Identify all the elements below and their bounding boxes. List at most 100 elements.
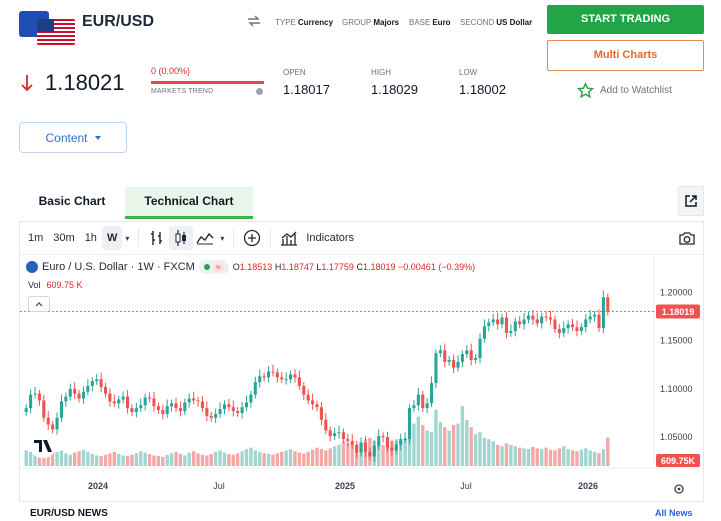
volume-bar xyxy=(81,449,86,466)
candle-body xyxy=(183,402,187,412)
style-caret-icon[interactable]: ▾ xyxy=(220,233,225,243)
candle-body xyxy=(258,376,262,383)
candle-body xyxy=(474,358,478,360)
candle-body xyxy=(249,394,253,403)
candle-body xyxy=(355,444,359,453)
volume-bar xyxy=(280,451,284,466)
settings-gear-icon[interactable] xyxy=(674,484,684,494)
start-trading-button[interactable]: START TRADING xyxy=(547,5,704,34)
market-status-pill[interactable]: ≈ xyxy=(198,260,229,274)
candle-body xyxy=(566,324,570,329)
interval-1m[interactable]: 1m xyxy=(28,232,44,244)
type-meta: TYPE Currency xyxy=(275,18,334,27)
camera-icon[interactable] xyxy=(675,226,699,250)
interval-30m[interactable]: 30m xyxy=(53,232,75,244)
bars-style-icon[interactable] xyxy=(145,226,169,250)
candle-body xyxy=(214,413,218,418)
candle-body xyxy=(333,433,337,437)
volume-bar xyxy=(447,430,451,466)
collapse-legend-button[interactable] xyxy=(28,296,50,312)
last-price-tag xyxy=(656,304,700,319)
candle-body xyxy=(416,394,420,406)
candle-body xyxy=(55,417,59,430)
open-external-button[interactable] xyxy=(678,186,704,216)
candle-body xyxy=(108,393,112,402)
volume-bar xyxy=(227,454,231,466)
indicators-button[interactable]: Indicators xyxy=(306,232,355,244)
volume-bar xyxy=(451,425,456,466)
candle-body xyxy=(412,405,416,409)
interval-caret-icon[interactable]: ▾ xyxy=(125,233,130,243)
volume-bar xyxy=(377,442,381,466)
volume-bar xyxy=(473,434,478,466)
volume-bar xyxy=(350,444,354,466)
candle-body xyxy=(500,317,504,325)
all-news-link[interactable]: All News xyxy=(655,508,693,518)
add-to-watchlist-button[interactable]: Add to Watchlist xyxy=(577,81,672,99)
volume-bar xyxy=(143,452,147,466)
volume-bar xyxy=(557,448,562,466)
interval-w[interactable]: W xyxy=(101,226,123,250)
volume-bar xyxy=(90,454,94,466)
volume-bar xyxy=(588,450,592,466)
candle-body xyxy=(491,319,495,323)
volume-bar xyxy=(548,449,553,466)
candle-body xyxy=(103,386,108,394)
volume-bar xyxy=(469,427,473,466)
candle-body xyxy=(46,417,50,425)
candle-body xyxy=(77,393,81,399)
candle-body xyxy=(482,326,486,339)
candle-body xyxy=(381,436,385,438)
volume-bar xyxy=(297,452,302,466)
chart-legend: Euro / U.S. Dollar · 1W · FXCM ≈ O1.1851… xyxy=(26,260,475,274)
volume-bar xyxy=(399,441,403,466)
indicators-icon[interactable] xyxy=(277,226,301,250)
volume-bar xyxy=(319,449,324,466)
candle-body xyxy=(73,388,77,394)
candle-body xyxy=(112,401,116,404)
volume-bar xyxy=(425,430,429,466)
volume-bar xyxy=(130,454,134,466)
volume-bar xyxy=(456,423,460,466)
volume-bar xyxy=(606,437,610,466)
candle-body xyxy=(341,432,345,440)
candles-style-icon[interactable] xyxy=(169,226,194,250)
caret-down-icon xyxy=(94,135,101,140)
candle-body xyxy=(337,432,341,434)
volume-bar xyxy=(544,447,548,466)
y-tick-label: 1.15000 xyxy=(660,336,693,346)
volume-bar xyxy=(491,441,495,466)
candle-body xyxy=(407,408,412,440)
candle-body xyxy=(218,409,222,414)
compare-plus-icon[interactable] xyxy=(240,226,264,250)
candle-body xyxy=(359,442,363,453)
tradingview-logo-icon xyxy=(30,434,56,458)
candle-body xyxy=(465,350,469,355)
volume-bar xyxy=(465,420,469,466)
interval-1h[interactable]: 1h xyxy=(84,232,97,244)
price-change: 0 (0.00%) xyxy=(151,66,191,76)
candle-body xyxy=(548,317,553,320)
area-style-icon[interactable] xyxy=(193,226,217,250)
candle-body xyxy=(597,314,601,329)
price-chart[interactable]: 1.20000 1.15000 1.10000 1.05000 2024 Jul 2025 J… xyxy=(20,256,705,502)
volume-bar xyxy=(72,452,77,466)
candle-body xyxy=(64,396,68,402)
tab-technical-chart[interactable]: Technical Chart xyxy=(125,187,253,219)
multi-charts-button[interactable]: Multi Charts xyxy=(547,40,704,71)
volume-bar xyxy=(575,451,579,466)
info-icon[interactable] xyxy=(256,88,263,95)
content-dropdown[interactable]: Content xyxy=(19,122,127,153)
tab-basic-chart[interactable]: Basic Chart xyxy=(38,194,106,208)
volume-bar xyxy=(495,444,500,466)
candle-body xyxy=(425,403,429,409)
chart-widget[interactable]: 1m 30m 1h W ▾ ▾ Indicators 1.20000 1.1500… xyxy=(19,221,705,502)
candle-body xyxy=(487,322,491,327)
candle-body xyxy=(478,338,482,359)
candle-body xyxy=(562,328,566,333)
volume-bar xyxy=(64,453,68,466)
volume-bar xyxy=(231,454,235,466)
euro-dollar-symbol-icon xyxy=(26,261,38,273)
candle-body xyxy=(125,396,130,409)
swap-icon[interactable] xyxy=(247,15,261,27)
